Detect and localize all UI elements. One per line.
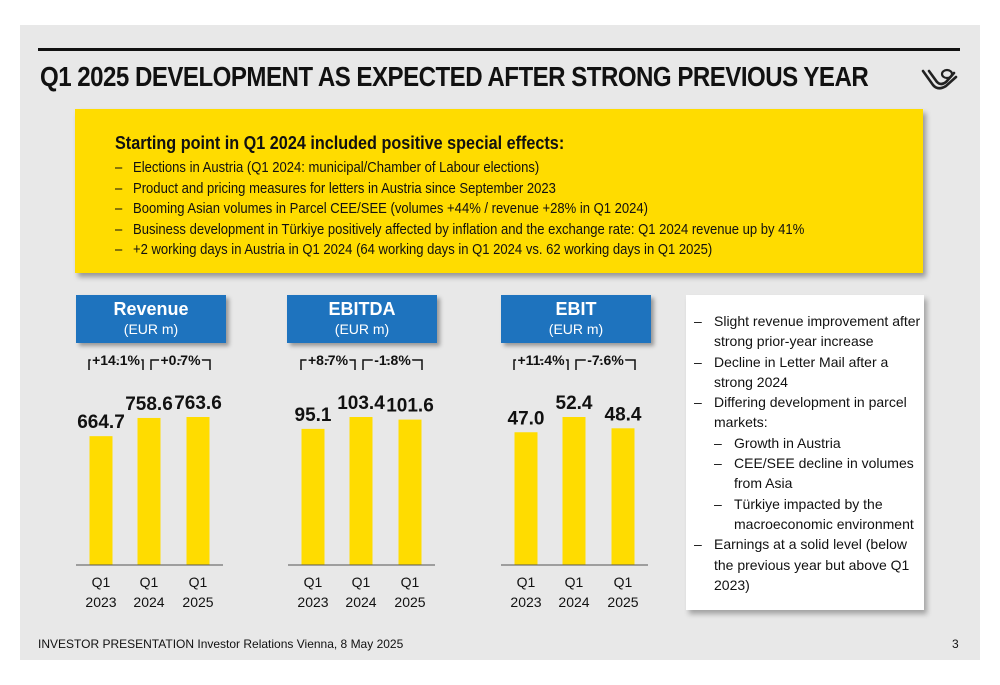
commentary-text: CEE/SEE decline in volumes from Asia bbox=[734, 455, 914, 492]
change-label: +14.1% bbox=[92, 352, 140, 368]
chart-title: EBITDA bbox=[328, 299, 396, 319]
tick-label: Q1 bbox=[304, 574, 323, 590]
commentary-text: Differing development in parcel markets: bbox=[714, 394, 907, 431]
data-label: 763.6 bbox=[174, 393, 222, 414]
bar bbox=[514, 432, 538, 565]
dash-bullet: – bbox=[714, 455, 722, 472]
commentary-subitem: – Growth in Austria bbox=[694, 433, 924, 453]
commentary-text: Türkiye impacted by the macroeconomic en… bbox=[734, 495, 914, 532]
page-title: Q1 2025 DEVELOPMENT AS EXPECTED AFTER ST… bbox=[40, 61, 869, 92]
commentary-text: Growth in Austria bbox=[734, 434, 841, 451]
commentary-text: Slight revenue improvement after strong … bbox=[714, 313, 921, 350]
bar-charts: 664.7 Q1 2023 758.6 Q1 2024 763.6 Q1 2025 +14.1% +… bbox=[76, 350, 648, 610]
tick-label: 2024 bbox=[133, 594, 164, 610]
change-bracket bbox=[362, 359, 423, 370]
dash-bullet: – bbox=[714, 495, 722, 512]
commentary-list: – Slight revenue improvement after strong… bbox=[694, 311, 924, 595]
data-label: 52.4 bbox=[556, 393, 593, 414]
bar bbox=[137, 417, 161, 565]
callout-item: – +2 working days in Austria in Q1 2024 (… bbox=[115, 242, 713, 258]
ebitda-chart-header: EBITDA (EUR m) bbox=[287, 295, 437, 343]
callout-item: – Product and pricing measures for letter… bbox=[115, 180, 556, 197]
bar bbox=[301, 428, 325, 565]
callout-item: – Booming Asian volumes in Parcel CEE/SEE… bbox=[115, 201, 649, 217]
tick-label: Q1 bbox=[140, 574, 159, 590]
commentary-text: Earnings at a solid level (below the pre… bbox=[714, 536, 910, 593]
callout-item: – Elections in Austria (Q1 2024: municipa… bbox=[115, 160, 540, 176]
change-bracket bbox=[300, 359, 356, 370]
tick-label: 2023 bbox=[85, 594, 116, 610]
commentary-item: – Decline in Letter Mail after a strong 2… bbox=[694, 352, 924, 393]
commentary-subitem: – Türkiye impacted by the macroeconomic e… bbox=[694, 494, 924, 535]
commentary-box: – Slight revenue improvement after strong… bbox=[686, 295, 924, 610]
tick-label: 2023 bbox=[297, 594, 328, 610]
data-label: 103.4 bbox=[337, 393, 385, 414]
page-number: 3 bbox=[952, 637, 959, 651]
commentary-text: Decline in Letter Mail after a strong 20… bbox=[714, 353, 889, 390]
data-label: 758.6 bbox=[125, 394, 173, 415]
change-label: -7.6% bbox=[587, 352, 624, 368]
tick-label: Q1 bbox=[401, 574, 420, 590]
special-effects-callout: Starting point in Q1 2024 included posit… bbox=[75, 109, 923, 273]
tick-label: 2025 bbox=[607, 594, 638, 610]
change-bracket bbox=[88, 359, 144, 370]
change-bracket bbox=[575, 359, 636, 370]
footer-text: INVESTOR PRESENTATION Investor Relations… bbox=[38, 637, 404, 651]
tick-label: Q1 bbox=[614, 574, 633, 590]
ebit-chart-header: EBIT (EUR m) bbox=[501, 295, 651, 343]
tick-label: Q1 bbox=[92, 574, 111, 590]
commentary-item: – Slight revenue improvement after strong… bbox=[694, 311, 924, 352]
tick-label: Q1 bbox=[352, 574, 371, 590]
change-label: +11.4% bbox=[517, 352, 565, 368]
data-label: 101.6 bbox=[386, 396, 434, 417]
tick-label: 2025 bbox=[394, 594, 425, 610]
chart-unit: (EUR m) bbox=[334, 321, 390, 337]
dash-bullet: – bbox=[694, 313, 702, 329]
tick-label: Q1 bbox=[189, 574, 208, 590]
change-label: +0.7% bbox=[160, 352, 201, 368]
chart-unit: (EUR m) bbox=[548, 321, 604, 337]
commentary-subitem: – CEE/SEE decline in volumes from Asia bbox=[694, 453, 924, 494]
chart-title: Revenue bbox=[113, 299, 189, 319]
bar bbox=[186, 417, 210, 565]
revenue-chart-header: Revenue (EUR m) bbox=[76, 295, 226, 343]
bar bbox=[562, 417, 586, 565]
change-label: -1.8% bbox=[374, 352, 411, 368]
tick-label: 2024 bbox=[345, 594, 376, 610]
callout-item: – Business development in Türkiye positiv… bbox=[115, 221, 805, 238]
change-bracket bbox=[150, 359, 211, 370]
bar bbox=[611, 428, 635, 565]
dash-bullet: – bbox=[694, 536, 702, 553]
chart-unit: (EUR m) bbox=[123, 321, 179, 337]
commentary-item: – Earnings at a solid level (below the pr… bbox=[694, 534, 924, 595]
commentary-item: – Differing development in parcel markets… bbox=[694, 392, 924, 433]
data-label: 664.7 bbox=[77, 412, 125, 433]
bar bbox=[89, 436, 113, 565]
tick-label: 2024 bbox=[558, 594, 589, 610]
title-rule bbox=[38, 48, 960, 51]
tick-label: Q1 bbox=[565, 574, 584, 590]
bar bbox=[349, 417, 373, 565]
data-label: 48.4 bbox=[605, 404, 642, 425]
posthorn-logo-icon bbox=[921, 68, 958, 90]
change-bracket bbox=[513, 359, 569, 370]
change-label: +8.7% bbox=[308, 352, 349, 368]
tick-label: 2025 bbox=[182, 594, 213, 610]
data-label: 95.1 bbox=[295, 405, 332, 426]
slide: Q1 2025 DEVELOPMENT AS EXPECTED AFTER ST… bbox=[20, 25, 980, 660]
chart-title: EBIT bbox=[555, 299, 597, 319]
callout-heading: Starting point in Q1 2024 included posit… bbox=[115, 133, 565, 153]
callout-list: – Elections in Austria (Q1 2024: municipa… bbox=[115, 158, 881, 261]
tick-label: 2023 bbox=[510, 594, 541, 610]
dash-bullet: – bbox=[694, 353, 702, 370]
dash-bullet: – bbox=[714, 434, 722, 451]
dash-bullet: – bbox=[694, 394, 702, 411]
data-label: 47.0 bbox=[508, 408, 545, 429]
tick-label: Q1 bbox=[517, 574, 536, 590]
bar bbox=[398, 419, 422, 565]
